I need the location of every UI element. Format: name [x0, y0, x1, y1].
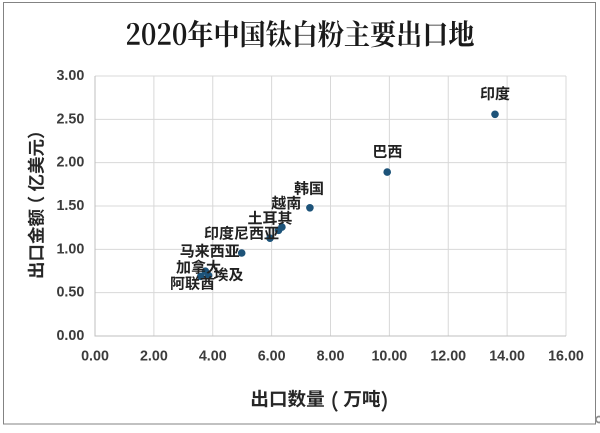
svg-text:0.50: 0.50: [56, 285, 84, 301]
svg-text:8.00: 8.00: [317, 349, 345, 365]
svg-text:12.00: 12.00: [430, 349, 466, 365]
svg-text:14.00: 14.00: [489, 349, 525, 365]
svg-text:16.00: 16.00: [548, 349, 584, 365]
svg-text:0.00: 0.00: [56, 328, 84, 344]
svg-text:2.00: 2.00: [56, 155, 84, 171]
svg-text:10.00: 10.00: [371, 349, 407, 365]
svg-text:2.00: 2.00: [140, 349, 168, 365]
svg-text:1.00: 1.00: [56, 241, 84, 257]
svg-text:0.00: 0.00: [81, 349, 109, 365]
svg-text:3.00: 3.00: [56, 68, 84, 84]
svg-text:4.00: 4.00: [199, 349, 227, 365]
svg-text:6.00: 6.00: [258, 349, 286, 365]
svg-text:2.50: 2.50: [56, 111, 84, 127]
svg-text:1.50: 1.50: [56, 198, 84, 214]
